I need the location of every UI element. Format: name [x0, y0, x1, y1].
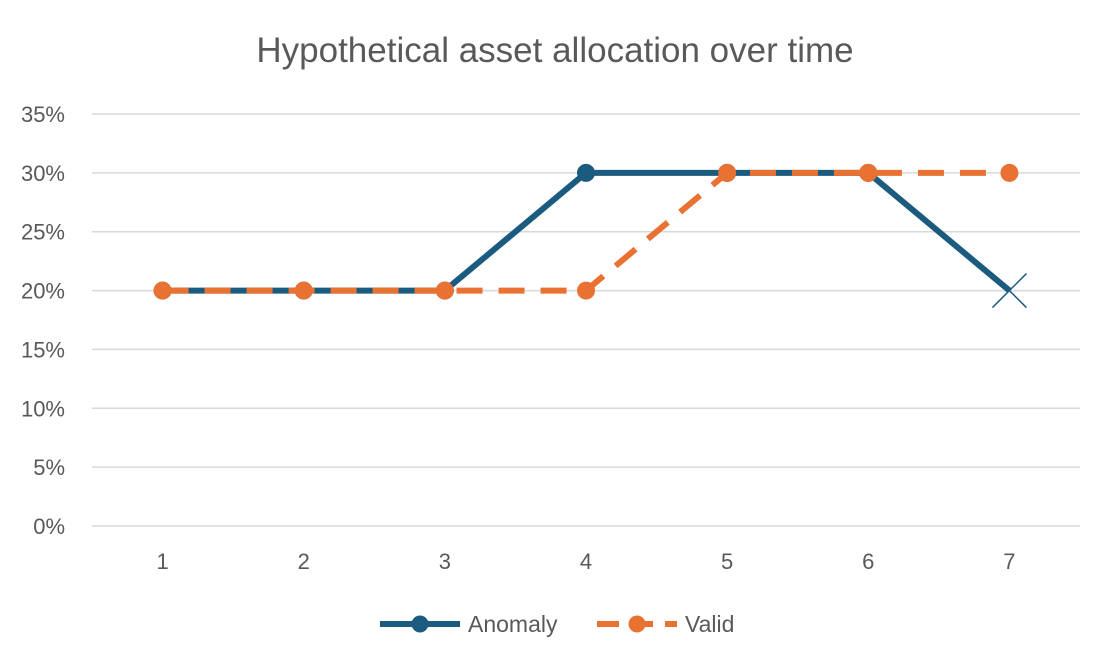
x-tick-label: 4	[580, 549, 592, 574]
y-tick-label: 25%	[21, 220, 65, 245]
legend-item-anomaly: Anomaly	[380, 611, 558, 637]
legend-marker	[628, 615, 646, 633]
legend-item-valid: Valid	[597, 611, 734, 637]
y-tick-label: 20%	[21, 279, 65, 304]
data-point	[435, 281, 454, 300]
series-lines	[153, 163, 1027, 309]
x-tick-label: 3	[439, 549, 451, 574]
y-tick-label: 0%	[33, 514, 65, 539]
legend: Anomaly Valid	[380, 611, 734, 637]
x-tick-label: 7	[1003, 549, 1015, 574]
data-point-x-marker	[991, 273, 1027, 309]
data-point	[859, 163, 878, 182]
x-tick-label: 6	[862, 549, 874, 574]
legend-marker	[411, 615, 429, 633]
x-tick-label: 1	[156, 549, 168, 574]
data-point	[577, 163, 595, 182]
y-axis-tick-labels: 0% 5% 10% 15% 20% 25% 30% 35%	[21, 102, 65, 539]
data-point	[718, 163, 737, 182]
legend-label: Valid	[685, 611, 734, 637]
chart-title: Hypothetical asset allocation over time	[256, 31, 853, 70]
series-valid	[153, 163, 1019, 300]
data-point	[1000, 163, 1019, 182]
x-tick-label: 5	[721, 549, 733, 574]
y-tick-label: 35%	[21, 102, 65, 127]
data-point	[153, 281, 172, 300]
y-tick-label: 30%	[21, 161, 65, 186]
y-tick-label: 10%	[21, 396, 65, 421]
x-axis-tick-labels: 1 2 3 4 5 6 7	[156, 549, 1015, 574]
y-tick-label: 15%	[21, 337, 65, 362]
y-tick-label: 5%	[33, 455, 65, 480]
data-point	[294, 281, 313, 300]
data-point	[577, 281, 595, 300]
x-tick-label: 2	[298, 549, 310, 574]
legend-label: Anomaly	[468, 611, 558, 637]
